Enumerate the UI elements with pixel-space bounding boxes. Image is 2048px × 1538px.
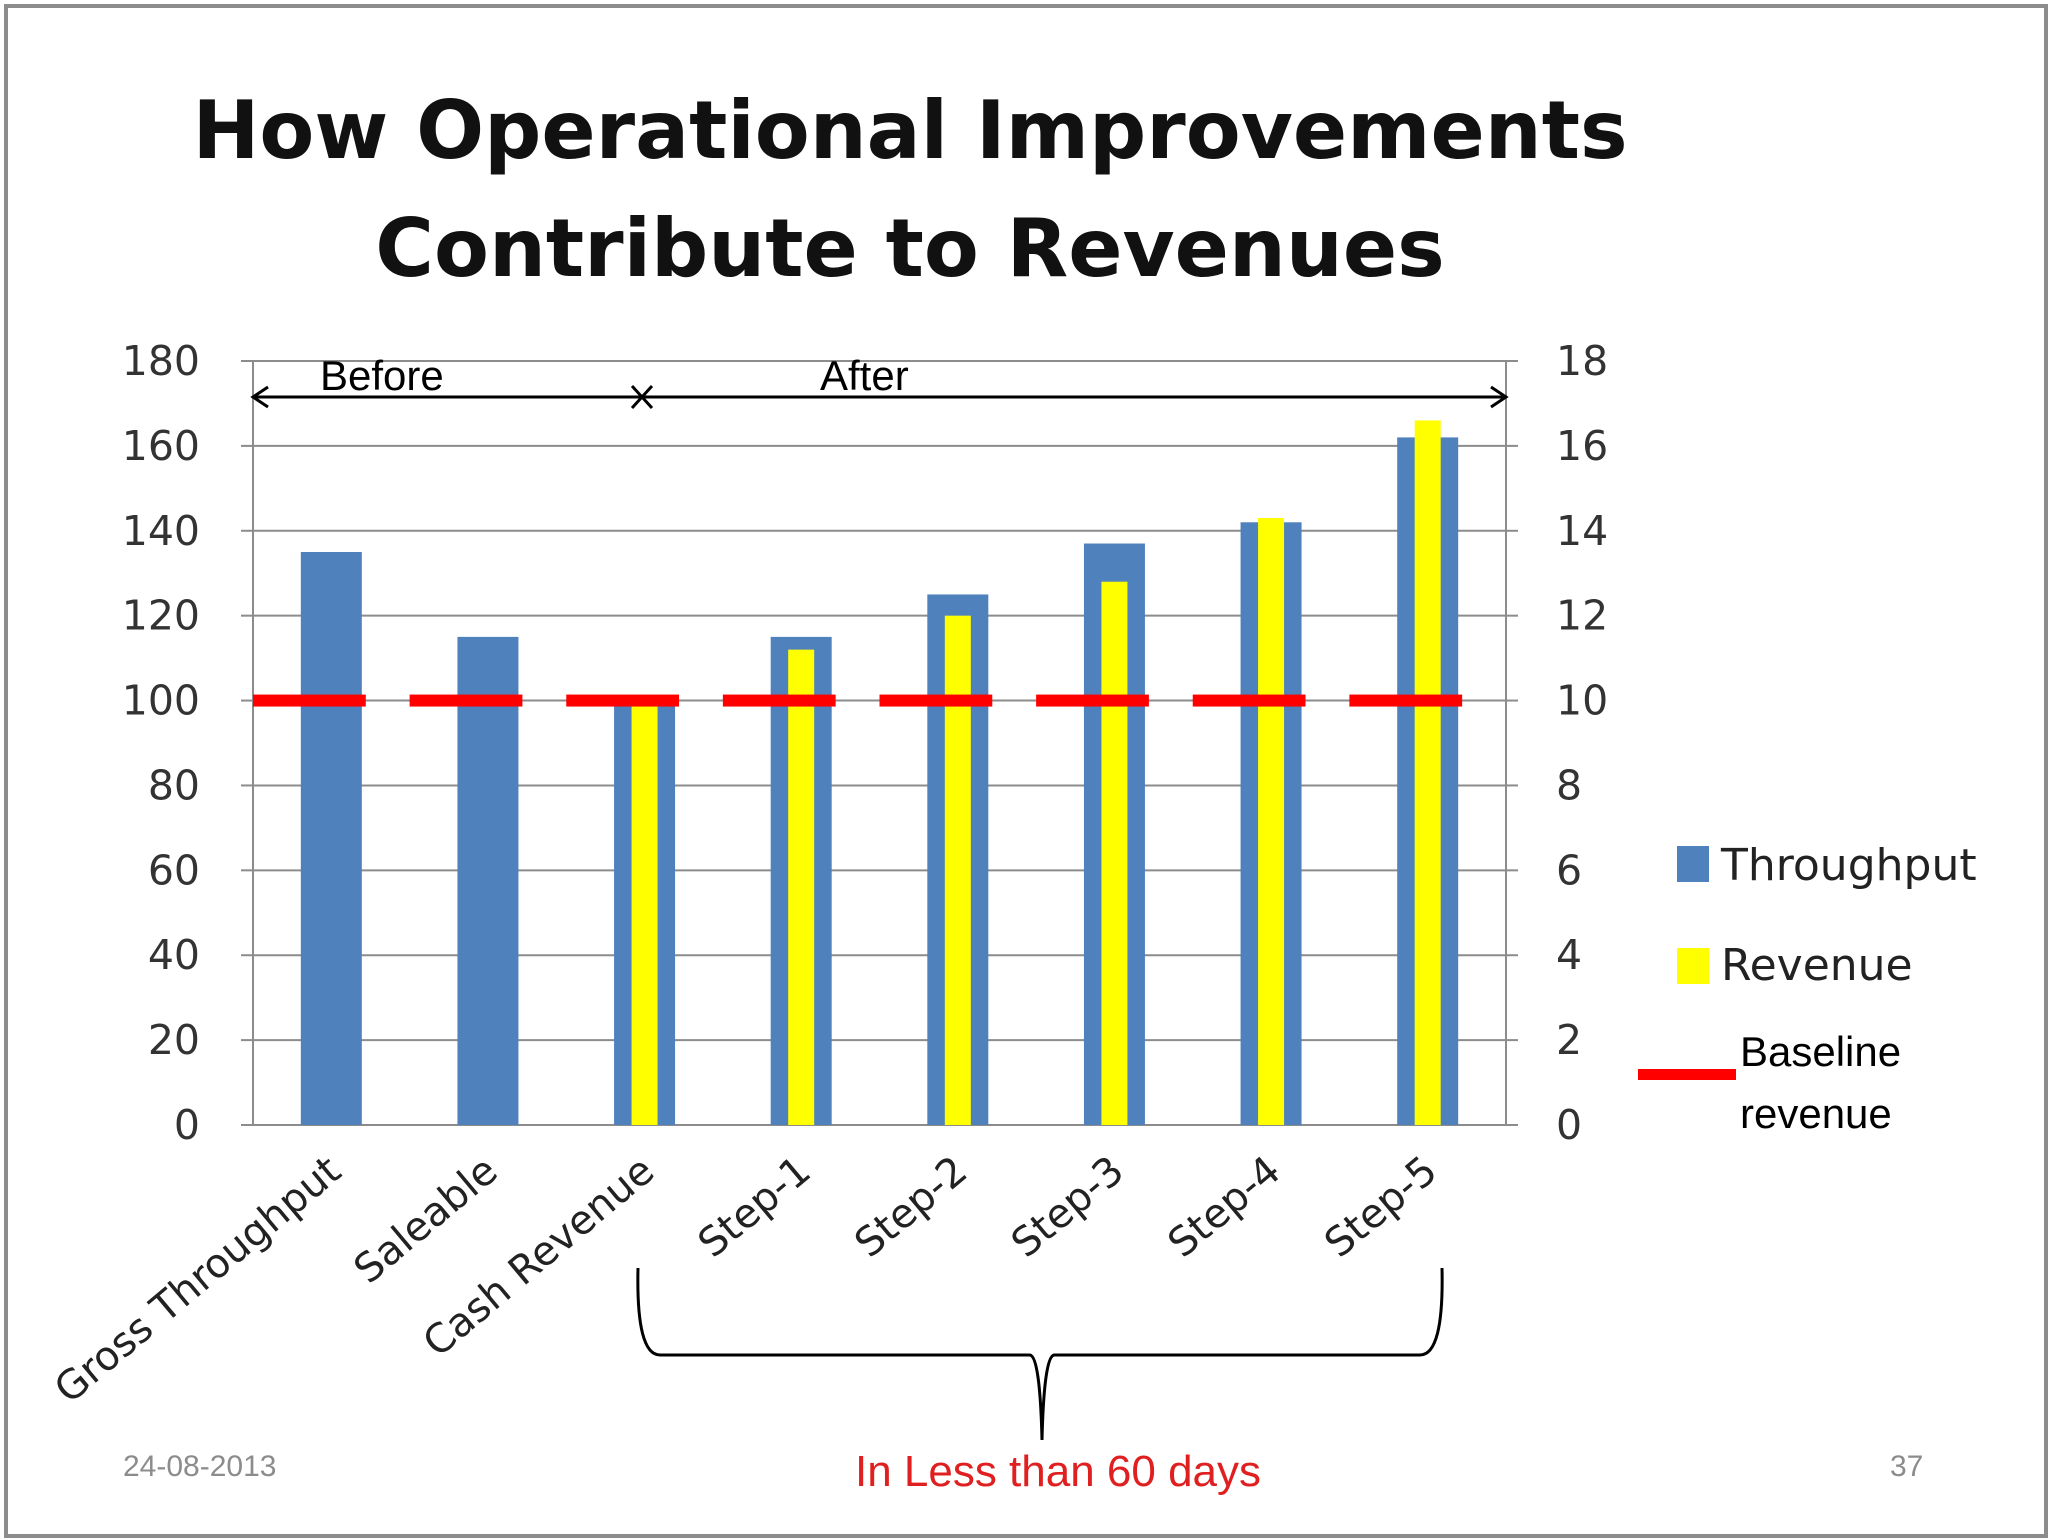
legend-swatch-baseline — [1638, 1069, 1736, 1080]
right-tick-label: 18 — [1556, 337, 1608, 385]
right-tick-label: 8 — [1556, 761, 1582, 809]
left-tick-label: 120 — [122, 592, 200, 640]
phase-arrow-left-head — [250, 385, 269, 409]
duration-note: In Less than 60 days — [855, 1447, 1261, 1496]
phase-annotation: Before After — [250, 352, 1509, 410]
right-tick-label: 4 — [1556, 931, 1582, 979]
revenue-bar — [944, 615, 971, 1125]
revenue-bar — [1414, 420, 1441, 1125]
slide-date: 24-08-2013 — [123, 1450, 276, 1483]
right-tick-label: 2 — [1556, 1016, 1582, 1064]
legend: Throughput Revenue Baseline revenue — [1638, 840, 1977, 1137]
category-label: Step-4 — [1160, 1147, 1290, 1266]
left-axis: 0 20 40 60 80 100 120 140 160 180 — [122, 337, 253, 1149]
right-tick-label: 12 — [1556, 592, 1608, 640]
category-label: Step-1 — [690, 1147, 820, 1266]
baseline-dash — [879, 694, 993, 707]
bar-series — [300, 420, 1459, 1125]
baseline-dash — [566, 694, 680, 707]
chart-title-line-2: Contribute to Revenues — [375, 202, 1444, 295]
revenue-bar — [1258, 518, 1285, 1125]
revenue-bar — [1101, 581, 1128, 1125]
right-tick-label: 14 — [1556, 507, 1608, 555]
after-label: After — [820, 352, 909, 399]
baseline-dash — [253, 694, 366, 707]
gridlines — [252, 360, 1507, 1126]
category-label: Gross Throughput — [46, 1147, 350, 1412]
legend-swatch-throughput — [1677, 846, 1709, 882]
baseline-series — [253, 694, 1463, 707]
legend-label-baseline-line-2: revenue — [1740, 1090, 1892, 1137]
right-tick-label: 10 — [1556, 677, 1608, 725]
time-brace — [636, 1267, 1444, 1441]
baseline-dash — [1192, 694, 1306, 707]
phase-divider-mark — [630, 384, 654, 410]
right-tick-label: 6 — [1556, 846, 1582, 894]
baseline-dash — [409, 694, 523, 707]
left-tick-label: 100 — [122, 677, 200, 725]
baseline-dash — [722, 694, 836, 707]
category-label: Step-2 — [846, 1147, 976, 1266]
right-axis: 0 2 4 6 8 10 12 14 16 18 — [1506, 337, 1608, 1149]
left-tick-label: 160 — [122, 422, 200, 470]
before-label: Before — [320, 352, 444, 399]
category-label: Saleable — [346, 1147, 507, 1292]
left-tick-label: 140 — [122, 507, 200, 555]
left-tick-label: 80 — [148, 761, 200, 809]
chart-title-line-1: How Operational Improvements — [192, 84, 1627, 177]
legend-swatch-revenue — [1677, 948, 1709, 984]
revenue-bar — [631, 700, 658, 1125]
left-tick-label: 40 — [148, 931, 200, 979]
legend-label-revenue: Revenue — [1721, 940, 1913, 991]
left-tick-label: 0 — [174, 1101, 200, 1149]
right-tick-label: 16 — [1556, 422, 1608, 470]
legend-label-throughput: Throughput — [1720, 840, 1977, 891]
left-tick-label: 20 — [148, 1016, 200, 1064]
slide-page-number: 37 — [1890, 1450, 1923, 1483]
legend-label-baseline-line-1: Baseline — [1740, 1028, 1901, 1075]
throughput-bar — [300, 552, 362, 1125]
revenue-bar — [788, 649, 815, 1125]
left-tick-label: 60 — [148, 846, 200, 894]
baseline-dash — [1036, 694, 1149, 707]
right-tick-label: 0 — [1556, 1101, 1582, 1149]
left-tick-label: 180 — [122, 337, 200, 385]
category-label: Step-3 — [1003, 1147, 1133, 1266]
phase-arrow-right-head — [1490, 385, 1509, 409]
category-label: Step-5 — [1316, 1147, 1446, 1266]
baseline-dash — [1349, 694, 1463, 707]
throughput-bar — [457, 636, 519, 1125]
